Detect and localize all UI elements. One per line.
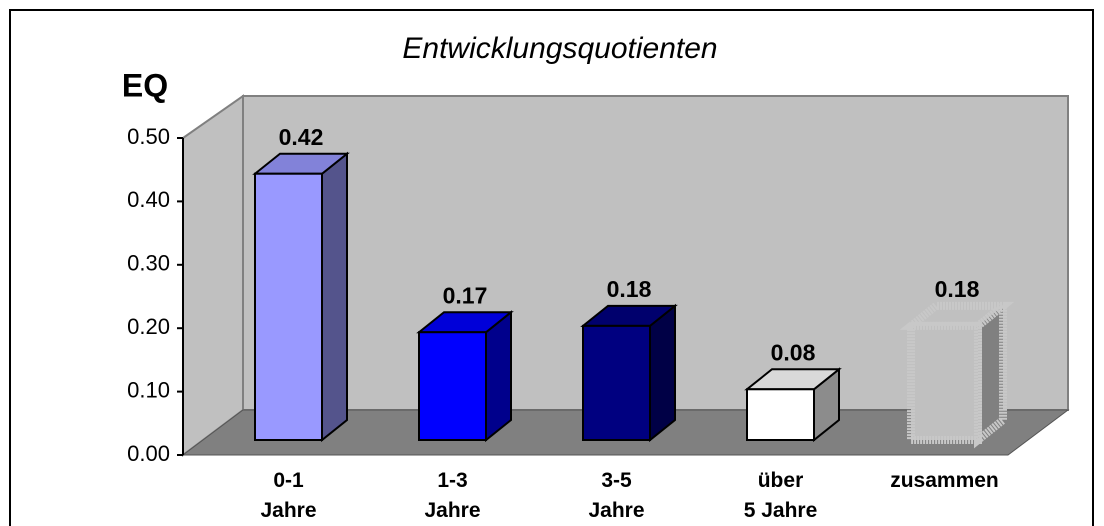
bar-side [485, 310, 512, 443]
x-tick-label: 0-1 Jahre [260, 469, 317, 522]
y-tick-label: 0.20 [127, 314, 170, 339]
y-tick-label: 0.10 [127, 377, 170, 402]
bar [254, 172, 323, 441]
bar-side [321, 151, 348, 443]
bar [746, 388, 815, 441]
bar-side [649, 303, 676, 443]
value-label: 0.08 [771, 339, 816, 365]
value-label: 0.17 [443, 282, 488, 308]
x-tick-label: über 5 Jahre [743, 469, 818, 522]
bar [907, 321, 982, 445]
y-axis-label: EQ [122, 67, 168, 103]
side-wall [182, 94, 244, 457]
value-label: 0.42 [279, 124, 324, 150]
y-tick-label: 0.40 [127, 187, 170, 212]
x-tick-label: 3-5 Jahre [588, 469, 645, 522]
x-tick-label: 1-3 Jahre [424, 469, 481, 522]
value-label: 0.18 [607, 276, 652, 302]
value-label: 0.18 [935, 276, 980, 302]
chart-title: Entwicklungsquotienten [402, 32, 717, 65]
bar [418, 331, 487, 441]
y-tick-label: 0.50 [127, 124, 170, 149]
y-tick-label: 0.30 [127, 251, 170, 276]
x-tick-label: zusammen [890, 469, 999, 492]
bar [582, 324, 651, 442]
y-tick-label: 0.00 [127, 441, 170, 466]
